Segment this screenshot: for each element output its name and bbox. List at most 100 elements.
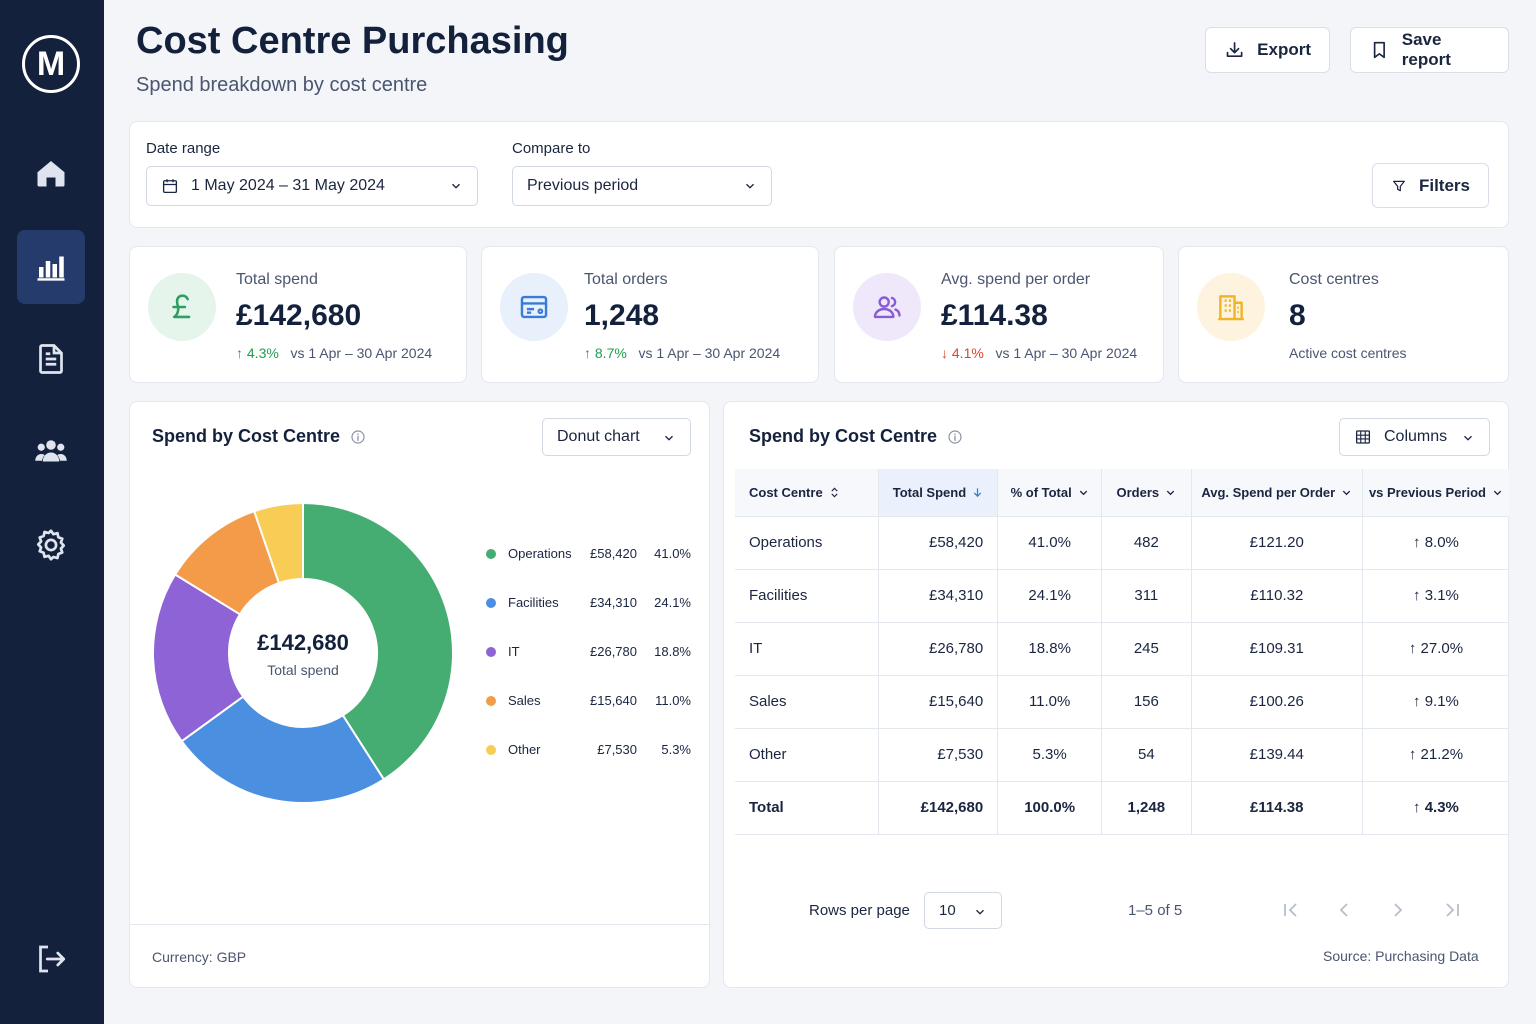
arrow-up-icon: ↑ <box>1413 693 1425 710</box>
chevron-down-icon <box>1493 490 1502 495</box>
kpi-compare: vs 1 Apr – 30 Apr 2024 <box>638 345 781 361</box>
table-row[interactable]: Facilities £34,310 24.1% 311 £110.32 ↑ 3… <box>735 569 1509 623</box>
sidebar-item-users[interactable] <box>17 414 85 488</box>
info-icon[interactable] <box>350 429 366 445</box>
rows-per-page-select[interactable]: 10 <box>924 892 1002 929</box>
save-report-button[interactable]: Save report <box>1350 27 1509 73</box>
column-header-orders[interactable]: Orders <box>1101 469 1192 517</box>
columns-label: Columns <box>1384 428 1448 445</box>
date-range-select[interactable]: 1 May 2024 – 31 May 2024 <box>146 166 478 206</box>
cell-vs-value: 4.3% <box>1424 799 1459 816</box>
date-range-label: Date range <box>146 140 221 157</box>
cell-orders: 311 <box>1101 569 1192 623</box>
kpi-change-value: 4.1% <box>951 345 984 361</box>
kpi-compare: vs 1 Apr – 30 Apr 2024 <box>995 345 1138 361</box>
order-icon <box>500 273 568 341</box>
previous-page-icon[interactable] <box>1334 900 1354 920</box>
cell-vs: ↑ 8.0% <box>1362 516 1509 570</box>
chevron-down-icon <box>1464 435 1472 441</box>
donut-center: £142,680 Total spend <box>222 630 384 678</box>
cell-avg: £121.20 <box>1191 516 1363 570</box>
legend-percent: 5.3% <box>661 742 691 757</box>
rows-per-page-label: Rows per page <box>809 902 910 919</box>
legend-swatch <box>486 696 496 706</box>
arrow-up-icon: ↑ <box>1408 640 1421 657</box>
legend-label: Operations <box>508 546 572 561</box>
filters-button[interactable]: Filters <box>1372 163 1489 208</box>
chart-title-text: Spend by Cost Centre <box>152 426 341 446</box>
donut-slice-operations[interactable] <box>302 501 454 781</box>
legend-swatch <box>486 549 496 559</box>
column-header-pct-total[interactable]: % of Total <box>997 469 1103 517</box>
cell-spend: £26,780 <box>878 622 999 676</box>
sidebar-item-analytics[interactable] <box>17 230 85 304</box>
page-title: Cost Centre Purchasing <box>136 20 569 62</box>
first-page-icon[interactable] <box>1281 900 1301 920</box>
export-button[interactable]: Export <box>1205 27 1330 73</box>
sidebar-item-home[interactable] <box>17 136 85 210</box>
kpi-change: ↓ 4.1% vs 1 Apr – 30 Apr 2024 <box>941 345 1137 361</box>
next-page-icon[interactable] <box>1388 900 1408 920</box>
cell-vs: ↑ 27.0% <box>1362 622 1509 676</box>
download-icon <box>1226 42 1243 58</box>
donut-slice-other[interactable] <box>252 501 304 585</box>
cell-avg: £100.26 <box>1191 675 1363 729</box>
arrow-down-icon <box>973 488 982 497</box>
donut-center-label: Total spend <box>267 662 339 678</box>
header-label: Avg. Spend per Order <box>1201 484 1336 500</box>
column-header-avg-spend[interactable]: Avg. Spend per Order <box>1191 469 1363 517</box>
export-label: Export <box>1257 40 1311 59</box>
compare-select[interactable]: Previous period <box>512 166 772 206</box>
cell-pct: 41.0% <box>997 516 1103 570</box>
table-row[interactable]: Operations £58,420 41.0% 482 £121.20 ↑ 8… <box>735 516 1509 570</box>
legend-value: £26,780 <box>590 644 637 659</box>
cell-pct: 11.0% <box>997 675 1103 729</box>
cell-vs-value: 27.0% <box>1420 640 1464 657</box>
filters-label: Filters <box>1418 175 1470 195</box>
last-page-icon[interactable] <box>1442 900 1462 920</box>
kpi-value: 8 <box>1289 299 1306 332</box>
arrow-up-icon: ↑ <box>1413 587 1425 604</box>
cell-avg: £109.31 <box>1191 622 1363 676</box>
people-icon <box>853 273 921 341</box>
legend-value: £15,640 <box>590 693 637 708</box>
cell-centre: Total <box>735 781 879 835</box>
donut-slice-facilities[interactable] <box>180 695 386 804</box>
date-range-value: 1 May 2024 – 31 May 2024 <box>191 177 385 194</box>
kpi-label: Avg. spend per order <box>941 271 1091 288</box>
cell-vs-value: 21.2% <box>1420 746 1464 763</box>
sidebar-item-settings[interactable] <box>17 508 85 582</box>
table-row[interactable]: Sales £15,640 11.0% 156 £100.26 ↑ 9.1% <box>735 675 1509 729</box>
column-header-total-spend[interactable]: Total Spend <box>878 469 999 517</box>
table-row[interactable]: IT £26,780 18.8% 245 £109.31 ↑ 27.0% <box>735 622 1509 676</box>
cell-centre: Sales <box>735 675 879 729</box>
chart-type-select[interactable]: Donut chart <box>542 418 691 456</box>
legend-percent: 24.1% <box>654 595 691 610</box>
cell-spend: £7,530 <box>878 728 999 782</box>
table-row[interactable]: Other £7,530 5.3% 54 £139.44 ↑ 21.2% <box>735 728 1509 782</box>
cell-spend: £142,680 <box>878 781 999 835</box>
page-subtitle: Spend breakdown by cost centre <box>136 74 428 96</box>
chevron-down-icon <box>1166 490 1175 495</box>
columns-select[interactable]: Columns <box>1339 418 1490 456</box>
legend-value: £34,310 <box>590 595 637 610</box>
sidebar-item-documents[interactable] <box>17 322 85 396</box>
donut-slice-it[interactable] <box>152 573 245 743</box>
pound-icon <box>148 273 216 341</box>
cell-vs-value: 9.1% <box>1424 693 1459 710</box>
cell-avg: £110.32 <box>1191 569 1363 623</box>
legend-swatch <box>486 745 496 755</box>
cell-spend: £34,310 <box>878 569 999 623</box>
columns-grid-icon <box>1355 430 1371 444</box>
kpi-change: ↑ 4.3% vs 1 Apr – 30 Apr 2024 <box>236 345 432 361</box>
pagination-range: 1–5 of 5 <box>1128 902 1183 919</box>
legend-item: IT £26,780 18.8% <box>486 642 691 662</box>
sidebar-item-logout[interactable] <box>17 922 85 996</box>
column-header-vs-previous[interactable]: vs Previous Period <box>1362 469 1509 517</box>
info-icon[interactable] <box>947 429 963 445</box>
chevron-down-icon <box>1343 490 1351 495</box>
header-label: Orders <box>1116 484 1160 500</box>
cell-vs: ↑ 9.1% <box>1362 675 1509 729</box>
kpi-value: 1,248 <box>584 299 660 332</box>
column-header-cost-centre[interactable]: Cost Centre <box>735 469 879 517</box>
